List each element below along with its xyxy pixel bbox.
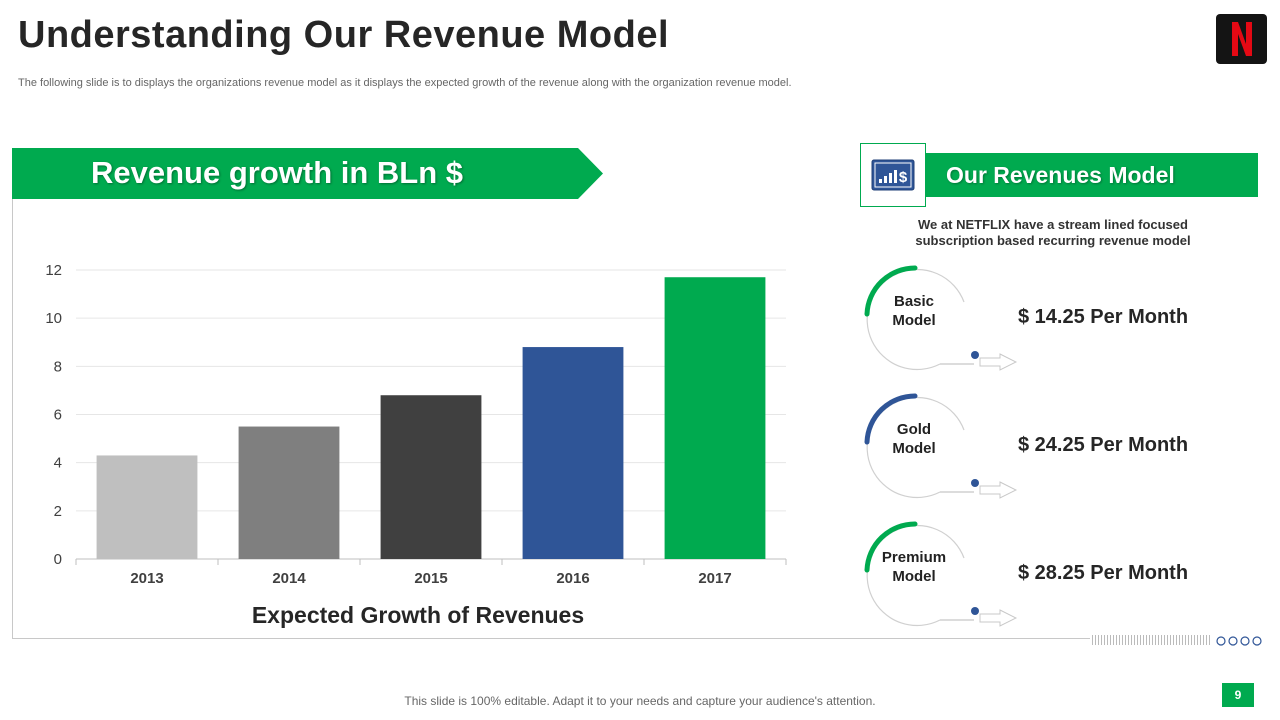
revenue-bar-chart: 0 2 4 6 8 10 12 2013 2014 2015 2016 2017	[45, 262, 787, 587]
netflix-logo-icon	[1216, 14, 1267, 64]
x-tick-label: 2015	[414, 570, 447, 587]
plan-premium-label: Premium Model	[860, 548, 968, 586]
revenue-model-intro: We at NETFLIX have a stream lined focuse…	[915, 217, 1191, 248]
dollar-chart-icon-box: $	[860, 143, 926, 207]
plan-basic: Basic Model	[860, 262, 1030, 372]
page-title: Understanding Our Revenue Model	[18, 14, 670, 56]
decorative-circles-icon	[1216, 636, 1262, 646]
x-tick-label: 2014	[272, 570, 306, 587]
page-number: 9	[1222, 683, 1254, 707]
y-tick-label: 6	[54, 407, 62, 424]
revenues-model-banner-label: Our Revenues Model	[946, 162, 1175, 188]
bar-2014	[238, 426, 340, 559]
svg-text:$: $	[899, 169, 908, 186]
bar-2015	[380, 395, 482, 559]
plan-gold-model: Model	[892, 440, 936, 457]
y-tick-label: 4	[54, 455, 62, 472]
revenue-growth-banner-label: Revenue growth in BLn $	[91, 155, 464, 190]
plan-ring	[864, 265, 1018, 371]
plan-ring	[864, 393, 1018, 499]
y-tick-label: 0	[54, 551, 62, 568]
revenue-growth-banner	[12, 148, 603, 199]
plan-gold-price: $ 24.25 Per Month	[1018, 434, 1189, 456]
plan-gold-label: Gold Model	[860, 420, 968, 458]
y-tick-label: 12	[45, 262, 62, 279]
y-tick-label: 2	[54, 503, 62, 520]
plan-premium-name: Premium	[881, 549, 947, 566]
dollar-chart-icon: $	[871, 159, 915, 191]
x-tick-label: 2013	[130, 570, 163, 587]
plan-gold-name: Gold	[896, 421, 932, 438]
plan-basic-name: Basic	[893, 293, 935, 310]
plan-premium-price: $ 28.25 Per Month	[1018, 562, 1189, 584]
x-tick-label: 2016	[556, 570, 589, 587]
plan-basic-price: $ 14.25 Per Month	[1018, 306, 1189, 328]
plan-gold: Gold Model	[860, 390, 1030, 500]
x-tick-label: 2017	[698, 570, 731, 587]
y-tick-label: 10	[45, 310, 62, 327]
bar-2017	[664, 277, 766, 559]
plan-premium-model: Model	[892, 568, 936, 585]
plan-premium: Premium Model	[860, 518, 1030, 628]
y-tick-label: 8	[54, 358, 62, 375]
page-subtitle: The following slide is to displays the o…	[18, 77, 792, 89]
plan-ring	[864, 521, 1018, 627]
decorative-tick-line	[1092, 635, 1210, 645]
bar-2013	[96, 455, 198, 559]
revenues-model-banner	[860, 153, 1258, 197]
plan-basic-label: Basic Model	[860, 292, 968, 330]
chart-caption: Expected Growth of Revenues	[251, 602, 585, 628]
bar-2016	[522, 347, 624, 559]
footer-note: This slide is 100% editable. Adapt it to…	[404, 694, 876, 708]
plan-basic-model: Model	[892, 312, 936, 329]
chart-frame	[12, 196, 1090, 639]
netflix-n-icon	[1231, 22, 1252, 56]
